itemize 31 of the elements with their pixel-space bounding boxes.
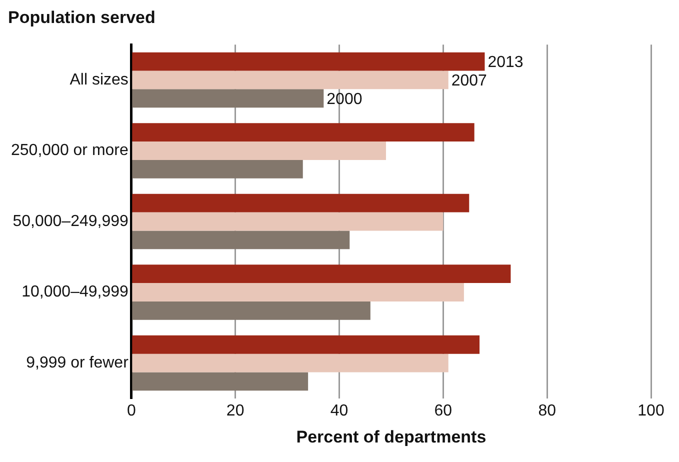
x-tick-label: 40 bbox=[330, 402, 348, 420]
bar bbox=[132, 335, 480, 354]
bar bbox=[132, 212, 444, 231]
x-axis-title: Percent of departments bbox=[296, 427, 486, 446]
bar bbox=[132, 264, 511, 284]
x-tick-label: 60 bbox=[434, 402, 452, 420]
bar bbox=[132, 142, 386, 160]
bar bbox=[132, 123, 474, 142]
series-label: 2000 bbox=[326, 90, 362, 108]
y-tick-label: All sizes bbox=[70, 71, 128, 88]
y-tick-label: 9,999 or fewer bbox=[26, 354, 130, 372]
bar bbox=[132, 230, 350, 250]
bar bbox=[132, 354, 448, 372]
x-tick-label: 100 bbox=[638, 402, 664, 420]
x-tick-label: 0 bbox=[126, 402, 136, 420]
bar bbox=[132, 372, 308, 391]
y-tick-label: 250,000 or more bbox=[11, 142, 129, 160]
y-axis-title: Population served bbox=[8, 8, 156, 29]
bar bbox=[132, 301, 370, 320]
x-tick-label: 80 bbox=[538, 402, 556, 420]
bar bbox=[132, 160, 303, 178]
series-label: 2007 bbox=[451, 72, 488, 90]
y-tick-label: 10,000–49,999 bbox=[22, 284, 128, 301]
bar bbox=[132, 89, 324, 108]
bar bbox=[132, 283, 464, 302]
bar bbox=[132, 52, 485, 71]
bar bbox=[132, 194, 470, 212]
x-tick-label: 20 bbox=[226, 402, 244, 420]
series-label: 2013 bbox=[488, 54, 524, 71]
bar bbox=[132, 70, 448, 90]
y-tick-label: 50,000–249,999 bbox=[12, 212, 129, 230]
